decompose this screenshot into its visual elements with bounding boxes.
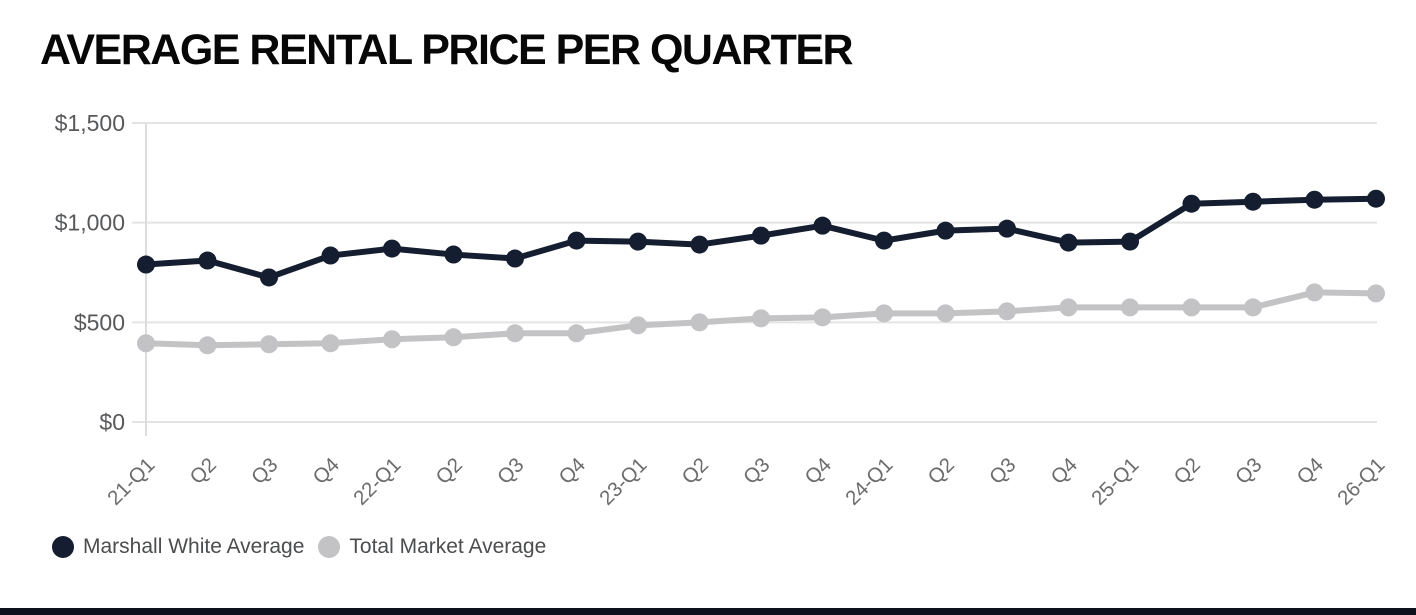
x-axis-tick-label: Q2	[185, 453, 221, 489]
bottom-bar	[0, 608, 1416, 615]
x-axis-tick-label: Q4	[554, 453, 590, 489]
x-axis-tick-label: Q3	[985, 453, 1021, 489]
x-axis-tick-label: Q4	[1292, 453, 1328, 489]
x-axis-tick-label: Q4	[800, 453, 836, 489]
data-point-total-market-average-Q3	[998, 302, 1016, 321]
data-point-marshall-white-average-Q4	[321, 246, 340, 265]
series-total-market-average	[137, 283, 1385, 355]
x-axis-tick-label: 22-Q1	[349, 453, 406, 510]
x-axis-tick-label: Q3	[1231, 453, 1267, 489]
legend-item-total-market: Total Market Average	[318, 535, 546, 559]
y-axis-labels: $0 $500 $1,000 $1,500	[55, 110, 125, 435]
data-point-marshall-white-average-Q2	[198, 251, 217, 270]
data-point-total-market-average-Q4	[567, 324, 586, 343]
data-point-marshall-white-average-26-Q1	[1367, 189, 1385, 208]
x-axis-labels: 21-Q1 Q2 Q3 Q4 22-Q1 Q2 Q3 Q4 23-Q1 Q2 Q3 Q4 24-Q1 Q2…	[103, 453, 1390, 510]
data-point-total-market-average-23-Q1	[629, 316, 647, 335]
legend-label-marshall-white: Marshall White Average	[83, 535, 305, 558]
data-point-total-market-average-Q4	[321, 334, 340, 353]
chart-legend: Marshall White Average Total Market Aver…	[52, 535, 546, 559]
data-point-total-market-average-Q3	[506, 324, 524, 343]
y-axis-tick-label: $1,000	[55, 210, 125, 236]
data-point-marshall-white-average-21-Q1	[137, 255, 155, 274]
data-point-marshall-white-average-Q4	[1059, 233, 1078, 252]
data-point-total-market-average-26-Q1	[1367, 284, 1385, 303]
data-point-marshall-white-average-Q2	[936, 221, 955, 240]
data-point-marshall-white-average-Q3	[1244, 192, 1262, 211]
data-point-total-market-average-Q2	[936, 304, 955, 323]
data-point-marshall-white-average-Q2	[444, 245, 463, 264]
data-point-total-market-average-Q3	[260, 335, 278, 354]
y-axis-tick-label: $500	[74, 309, 125, 335]
x-axis-tick-label: Q2	[431, 453, 467, 489]
data-point-total-market-average-Q2	[1182, 298, 1201, 317]
data-point-marshall-white-average-Q3	[506, 249, 524, 268]
x-axis-tick-label: 25-Q1	[1087, 453, 1144, 510]
x-axis-tick-label: 23-Q1	[595, 453, 652, 510]
data-point-marshall-white-average-Q3	[998, 219, 1016, 238]
x-axis-tick-label: Q3	[739, 453, 775, 489]
x-axis-tick-label: Q3	[247, 453, 283, 489]
data-point-total-market-average-Q2	[198, 336, 217, 355]
data-point-marshall-white-average-Q4	[813, 216, 832, 235]
x-axis-tick-label: Q4	[1046, 453, 1082, 489]
data-point-total-market-average-24-Q1	[875, 304, 893, 323]
data-point-marshall-white-average-Q3	[260, 268, 278, 287]
data-point-marshall-white-average-25-Q1	[1121, 232, 1139, 251]
x-axis-tick-label: Q2	[923, 453, 959, 489]
data-point-total-market-average-25-Q1	[1121, 298, 1139, 317]
legend-item-marshall-white: Marshall White Average	[52, 535, 304, 559]
x-axis-tick-label: 24-Q1	[841, 453, 898, 510]
data-point-marshall-white-average-Q3	[752, 226, 770, 245]
x-axis-tick-label: Q4	[308, 453, 344, 489]
y-axis-tick-label: $0	[99, 409, 125, 435]
data-point-total-market-average-Q3	[1244, 298, 1262, 317]
data-point-marshall-white-average-Q4	[1305, 190, 1324, 209]
legend-dot-total-market-icon	[318, 536, 341, 558]
x-axis-tick-label: Q3	[493, 453, 529, 489]
data-point-total-market-average-Q2	[690, 313, 709, 332]
legend-label-total-market: Total Market Average	[349, 535, 547, 558]
x-axis-tick-label: Q2	[677, 453, 713, 489]
data-point-marshall-white-average-22-Q1	[383, 239, 401, 258]
series-marshall-white-average	[137, 189, 1385, 287]
x-axis-tick-label: Q2	[1169, 453, 1205, 489]
chart-title: AVERAGE RENTAL PRICE PER QUARTER	[40, 26, 854, 74]
grid-lines	[132, 122, 1377, 423]
data-point-total-market-average-Q3	[752, 309, 770, 328]
data-point-marshall-white-average-24-Q1	[875, 231, 893, 250]
data-point-marshall-white-average-23-Q1	[629, 232, 647, 251]
data-point-marshall-white-average-Q4	[567, 231, 586, 250]
data-point-marshall-white-average-Q2	[690, 235, 709, 254]
y-axis-tick-label: $1,500	[55, 110, 125, 136]
data-point-marshall-white-average-Q2	[1182, 194, 1201, 213]
data-point-total-market-average-22-Q1	[383, 330, 401, 349]
data-point-total-market-average-Q4	[813, 308, 832, 327]
data-point-total-market-average-Q4	[1305, 283, 1324, 302]
x-axis-tick-label: 21-Q1	[103, 453, 160, 510]
legend-dot-marshall-white-icon	[52, 536, 74, 558]
data-point-total-market-average-21-Q1	[137, 334, 155, 353]
x-axis-tick-label: 26-Q1	[1333, 453, 1390, 510]
data-point-total-market-average-Q4	[1059, 298, 1078, 317]
data-point-total-market-average-Q2	[444, 328, 463, 347]
